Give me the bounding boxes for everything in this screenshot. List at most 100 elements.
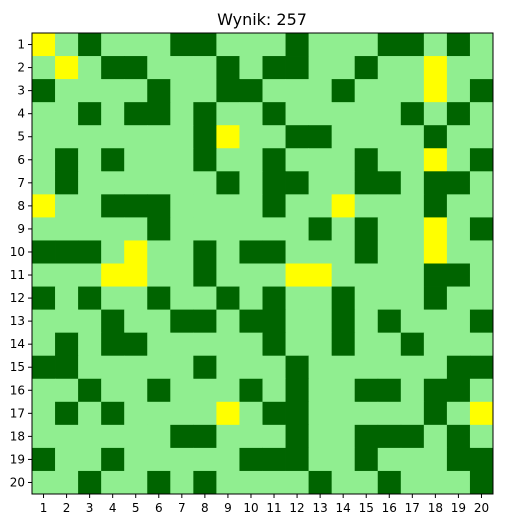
empty-cell <box>55 309 79 334</box>
empty-cell <box>32 171 56 195</box>
wall-cell <box>193 309 217 334</box>
x-tick-label: 20 <box>474 501 489 515</box>
empty-cell <box>239 102 263 126</box>
y-tick-label: 2 <box>17 61 25 75</box>
x-tick-label: 4 <box>109 501 117 515</box>
wall-cell <box>78 378 102 403</box>
empty-cell <box>101 470 125 495</box>
wall-cell <box>354 217 379 241</box>
wall-cell <box>124 194 148 218</box>
wall-cell <box>147 470 171 495</box>
wall-cell <box>262 240 286 264</box>
empty-cell <box>239 148 263 172</box>
wall-cell <box>285 125 309 149</box>
wall-cell <box>216 79 240 103</box>
empty-cell <box>469 332 494 357</box>
empty-cell <box>331 56 356 80</box>
empty-cell <box>308 148 333 172</box>
empty-cell <box>55 378 79 403</box>
empty-cell <box>377 286 402 310</box>
empty-cell <box>354 194 379 218</box>
empty-cell <box>400 286 425 310</box>
y-tick-label: 19 <box>10 452 25 466</box>
wall-cell <box>285 171 309 195</box>
empty-cell <box>78 79 102 103</box>
wall-cell <box>262 286 286 310</box>
wall-cell <box>55 171 79 195</box>
empty-cell <box>78 355 102 380</box>
y-tick-label: 8 <box>17 199 25 213</box>
y-tick-label: 5 <box>17 130 25 144</box>
empty-cell <box>377 263 402 287</box>
wall-cell <box>469 148 494 172</box>
empty-cell <box>78 148 102 172</box>
y-tick-label: 9 <box>17 222 25 236</box>
empty-cell <box>32 263 56 287</box>
empty-cell <box>308 171 333 195</box>
wall-cell <box>55 148 79 172</box>
wall-cell <box>32 286 56 310</box>
wall-cell <box>423 125 448 149</box>
wall-cell <box>262 102 286 126</box>
empty-cell <box>32 470 56 495</box>
wall-cell <box>262 148 286 172</box>
empty-cell <box>446 125 471 149</box>
empty-cell <box>308 79 333 103</box>
empty-cell <box>216 355 240 380</box>
reward-cell <box>423 240 448 264</box>
empty-cell <box>262 424 286 449</box>
empty-cell <box>124 79 148 103</box>
x-tick-label: 19 <box>451 501 466 515</box>
x-tick-label: 2 <box>63 501 71 515</box>
empty-cell <box>170 401 194 426</box>
wall-cell <box>147 378 171 403</box>
empty-cell <box>55 194 79 218</box>
empty-cell <box>193 194 217 218</box>
wall-cell <box>446 378 471 403</box>
wall-cell <box>446 263 471 287</box>
empty-cell <box>423 470 448 495</box>
wall-cell <box>262 194 286 218</box>
empty-cell <box>423 33 448 57</box>
wall-cell <box>285 447 309 472</box>
empty-cell <box>147 401 171 426</box>
empty-cell <box>446 309 471 334</box>
wall-cell <box>377 470 402 495</box>
x-tick-label: 17 <box>405 501 420 515</box>
wall-cell <box>147 79 171 103</box>
x-tick-label: 11 <box>266 501 281 515</box>
wall-cell <box>446 424 471 449</box>
x-tick-label: 7 <box>178 501 186 515</box>
wall-cell <box>331 286 356 310</box>
wall-cell <box>285 56 309 80</box>
y-tick-label: 15 <box>10 360 25 374</box>
empty-cell <box>239 125 263 149</box>
empty-cell <box>331 171 356 195</box>
empty-cell <box>32 309 56 334</box>
empty-cell <box>239 171 263 195</box>
empty-cell <box>285 240 309 264</box>
empty-cell <box>262 79 286 103</box>
wall-cell <box>308 217 333 241</box>
empty-cell <box>400 447 425 472</box>
empty-cell <box>400 56 425 80</box>
wall-cell <box>239 378 263 403</box>
wall-cell <box>400 33 425 57</box>
empty-cell <box>377 79 402 103</box>
empty-cell <box>216 33 240 57</box>
wall-cell <box>285 33 309 57</box>
wall-cell <box>55 240 79 264</box>
empty-cell <box>446 194 471 218</box>
wall-cell <box>446 447 471 472</box>
empty-cell <box>216 240 240 264</box>
empty-cell <box>331 447 356 472</box>
wall-cell <box>239 79 263 103</box>
empty-cell <box>377 194 402 218</box>
wall-cell <box>32 355 56 380</box>
wall-cell <box>193 424 217 449</box>
empty-cell <box>377 332 402 357</box>
empty-cell <box>423 447 448 472</box>
empty-cell <box>377 401 402 426</box>
empty-cell <box>400 217 425 241</box>
